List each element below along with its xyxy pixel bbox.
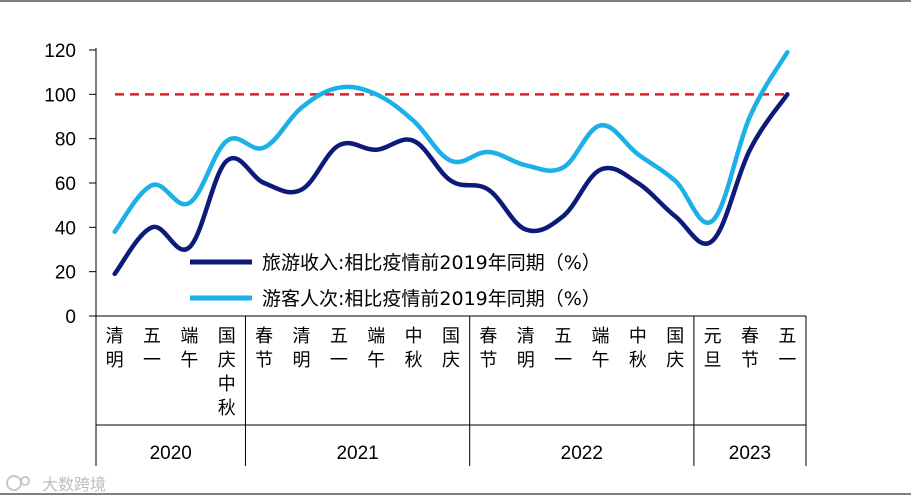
category-label: 国庆中秋 [218,326,236,419]
y-tick-label: 20 [55,263,76,284]
category-label: 五一 [143,326,161,371]
category-label: 清明 [106,326,124,371]
category-label: 五一 [778,326,796,371]
year-label: 2023 [729,443,771,464]
series-lines [112,49,790,277]
axes [95,48,807,466]
watermark: 大数跨境 [6,475,106,494]
category-label: 春节 [741,326,759,371]
y-tick-label: 120 [44,41,76,62]
category-label: 端午 [180,326,198,371]
y-tick-label: 60 [55,174,76,195]
y-tick-label: 0 [65,307,76,328]
category-label: 端午 [367,326,385,371]
category-label: 元旦 [704,326,722,371]
legend-label-revenue: 旅游收入:相比疫情前2019年同期（%） [262,252,601,274]
year-label: 2022 [561,443,603,464]
y-tick-label: 80 [55,130,76,151]
y-tick-label: 100 [44,85,76,106]
legend: 旅游收入:相比疫情前2019年同期（%） 游客人次:相比疫情前2019年同期（%… [190,252,601,310]
watermark-logo-icon-inner [20,476,30,486]
year-labels: 2020 2021 2022 2023 [96,316,806,466]
category-label: 中秋 [629,326,647,371]
category-label: 清明 [517,326,535,371]
category-label: 春节 [255,326,273,371]
series-line-visitors [112,49,790,235]
category-label: 五一 [554,326,572,371]
watermark-logo-icon [6,475,22,491]
year-label: 2021 [336,443,378,464]
watermark-text: 大数跨境 [42,475,106,494]
category-label: 清明 [293,326,311,371]
legend-label-visitors: 游客人次:相比疫情前2019年同期（%） [262,288,601,310]
category-label: 中秋 [405,326,423,371]
y-tick-label: 40 [55,218,76,239]
y-axis-ticks: 0 20 40 60 80 100 120 [44,41,96,328]
category-label: 国庆 [666,326,684,371]
series-line-revenue [112,92,790,277]
category-label: 春节 [479,326,497,371]
category-label: 国庆 [442,326,460,371]
category-label: 端午 [591,326,609,371]
category-label: 五一 [330,326,348,371]
year-label: 2020 [150,443,192,464]
